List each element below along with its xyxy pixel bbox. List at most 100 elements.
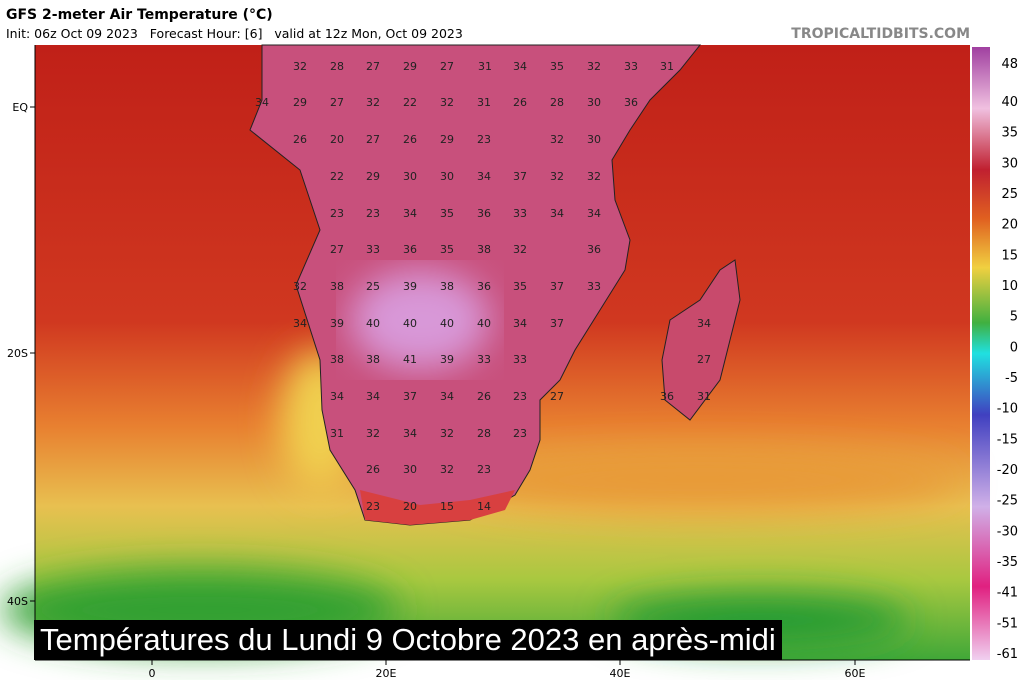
temp-label: 26 [293, 133, 307, 146]
colorbar [972, 47, 990, 660]
temp-label: 32 [440, 96, 454, 109]
temp-label: 27 [330, 243, 344, 256]
colorbar-label: -30 [997, 524, 1018, 539]
temp-label: 36 [477, 207, 491, 220]
temp-label: 33 [513, 353, 527, 366]
colorbar-label: 10 [1001, 279, 1018, 294]
subtitle: Init: 06z Oct 09 2023 Forecast Hour: [6]… [6, 26, 463, 41]
lat-label: 20S [7, 347, 28, 360]
temp-label: 34 [293, 317, 307, 330]
temp-label: 33 [624, 60, 638, 73]
colorbar-label: -25 [997, 494, 1018, 509]
temp-label: 34 [513, 317, 527, 330]
temp-label: 23 [366, 500, 380, 513]
temp-label: 36 [477, 280, 491, 293]
temp-label: 33 [513, 207, 527, 220]
hot-core [350, 270, 490, 370]
lon-label: 60E [845, 667, 866, 680]
temp-label: 34 [587, 207, 601, 220]
temp-label: 35 [513, 280, 527, 293]
colorbar-label: -41 [997, 586, 1018, 601]
temp-label: 35 [440, 243, 454, 256]
temp-label: 37 [403, 390, 417, 403]
temp-label: 23 [330, 207, 344, 220]
temp-label: 38 [366, 353, 380, 366]
temp-label: 33 [587, 280, 601, 293]
temp-label: 37 [513, 170, 527, 183]
caption: Températures du Lundi 9 Octobre 2023 en … [34, 620, 782, 660]
temp-label: 14 [477, 500, 491, 513]
temp-label: 28 [550, 96, 564, 109]
temp-label: 31 [477, 96, 491, 109]
colorbar-label: -61 [997, 647, 1018, 662]
colorbar-label: -51 [997, 616, 1018, 631]
temp-label: 38 [330, 353, 344, 366]
lon-label: 40E [610, 667, 631, 680]
temp-label: 29 [293, 96, 307, 109]
temp-label: 40 [477, 317, 491, 330]
temp-label: 26 [513, 96, 527, 109]
temp-label: 39 [403, 280, 417, 293]
temp-label: 32 [550, 170, 564, 183]
temp-label: 20 [330, 133, 344, 146]
colorbar-label: 5 [1010, 310, 1018, 325]
colorbar-label: 48 [1001, 57, 1018, 72]
temp-label: 23 [513, 390, 527, 403]
temp-label: 38 [477, 243, 491, 256]
temp-label: 34 [697, 317, 711, 330]
colorbar-label: -20 [997, 463, 1018, 478]
temp-label: 20 [403, 500, 417, 513]
temp-label: 15 [440, 500, 454, 513]
temp-label: 38 [330, 280, 344, 293]
temp-label: 27 [550, 390, 564, 403]
temp-label: 39 [440, 353, 454, 366]
colorbar-label: 30 [1001, 156, 1018, 171]
temp-label: 34 [477, 170, 491, 183]
temp-label: 36 [624, 96, 638, 109]
temp-label: 30 [587, 133, 601, 146]
temp-label: 30 [440, 170, 454, 183]
temp-label: 32 [440, 427, 454, 440]
cape [360, 490, 515, 525]
temp-label: 27 [366, 60, 380, 73]
colorbar-label: -35 [997, 555, 1018, 570]
africa [249, 44, 702, 526]
temp-label: 32 [440, 463, 454, 476]
lat-label: 40S [7, 595, 28, 608]
temp-label: 23 [477, 133, 491, 146]
temp-label: 40 [366, 317, 380, 330]
temp-label: 27 [366, 133, 380, 146]
temp-label: 30 [403, 170, 417, 183]
temp-label: 31 [660, 60, 674, 73]
site: TROPICALTIDBITS.COM [791, 26, 970, 42]
temp-label: 23 [513, 427, 527, 440]
temp-label: 30 [403, 463, 417, 476]
temp-label: 36 [403, 243, 417, 256]
temp-label: 34 [550, 207, 564, 220]
temp-label: 31 [478, 60, 492, 73]
temp-label: 27 [697, 353, 711, 366]
temp-label: 39 [330, 317, 344, 330]
temp-label: 23 [366, 207, 380, 220]
temp-label: 37 [550, 317, 564, 330]
colorbar-label: -10 [997, 402, 1018, 417]
colorbar-label: -5 [1005, 371, 1018, 386]
temp-label: 34 [513, 60, 527, 73]
temp-label: 32 [587, 170, 601, 183]
lon-label: 20E [376, 667, 397, 680]
title: GFS 2-meter Air Temperature (°C) [6, 7, 273, 23]
temp-label: 29 [366, 170, 380, 183]
colorbar-label: 35 [1001, 126, 1018, 141]
temp-label: 22 [330, 170, 344, 183]
temp-label: 35 [440, 207, 454, 220]
colorbar-label: -15 [997, 432, 1018, 447]
temp-label: 32 [293, 60, 307, 73]
temp-label: 29 [403, 60, 417, 73]
temp-label: 34 [366, 390, 380, 403]
lon-label: 0 [149, 667, 156, 680]
temp-label: 23 [477, 463, 491, 476]
temp-label: 36 [587, 243, 601, 256]
colorbar-label: 40 [1001, 95, 1018, 110]
temp-label: 26 [366, 463, 380, 476]
